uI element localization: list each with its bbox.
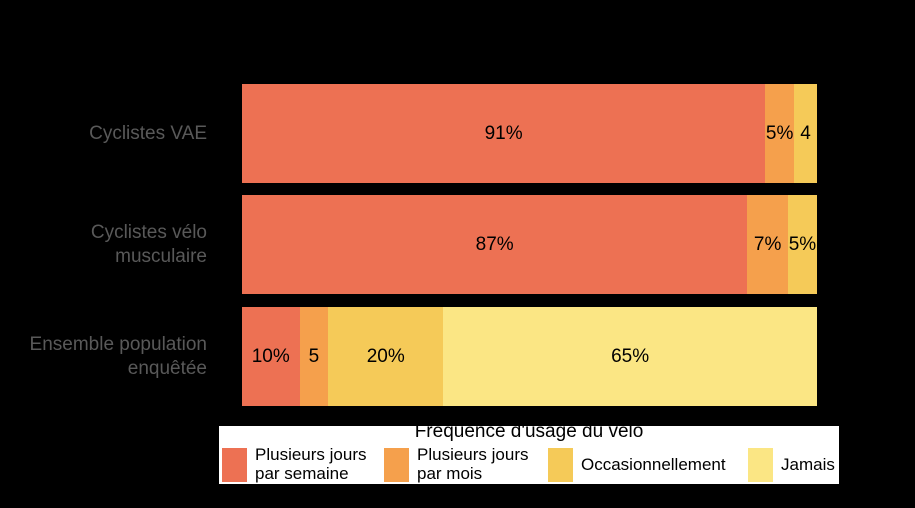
category-label-line: musculaire xyxy=(115,245,207,267)
legend-label: Jamais xyxy=(781,454,835,475)
legend-item: Occasionnellement xyxy=(548,448,726,482)
bar-segment: 20% xyxy=(328,307,444,406)
bar-segment-value: 5 xyxy=(308,345,320,367)
category-label: Cyclistes VAE xyxy=(0,84,207,183)
legend-items: Plusieurs jours par semaine Plusieurs jour… xyxy=(219,426,839,484)
bar-segment: 4 xyxy=(794,84,817,183)
bar-segment: 87% xyxy=(242,195,748,294)
legend-swatch xyxy=(222,448,247,482)
legend-label-line: Occasionnellement xyxy=(581,454,726,474)
legend-title: Fréquence d'usage du vélo xyxy=(414,426,644,442)
legend: Fréquence d'usage du vélo Plusieurs jour… xyxy=(219,426,839,484)
legend-swatch xyxy=(384,448,409,482)
legend-item: Jamais xyxy=(748,448,835,482)
stacked-bar: 10% 5 20% 65% xyxy=(242,307,817,406)
legend-swatch xyxy=(548,448,573,482)
category-label: Ensemble population enquêtée xyxy=(0,307,207,406)
bar-segment-value: 4 xyxy=(800,122,811,144)
bar-segment-value: 5% xyxy=(788,233,817,255)
bar-segment-value: 20% xyxy=(366,345,405,367)
bar-segment: 5% xyxy=(765,84,794,183)
legend-label: Plusieurs jours par semaine xyxy=(255,446,367,483)
legend-label-line: Jamais xyxy=(781,454,835,474)
legend-label-line: Plusieurs jours xyxy=(417,445,529,465)
bar-segment: 91% xyxy=(242,84,766,183)
legend-label: Occasionnellement xyxy=(581,454,726,475)
category-label-line: Cyclistes VAE xyxy=(89,122,207,144)
bar-row: Ensemble population enquêtée 10% 5 20% 65% xyxy=(0,307,915,406)
legend-swatch xyxy=(748,448,773,482)
bar-segment-value: 91% xyxy=(484,122,523,144)
legend-label-line: par semaine xyxy=(255,464,349,483)
bar-segment: 65% xyxy=(443,307,817,406)
bar-segment: 5% xyxy=(787,195,817,294)
bar-segment: 7% xyxy=(747,195,788,294)
category-label-line: Ensemble population xyxy=(29,333,207,355)
bar-segment-value: 5% xyxy=(765,122,794,144)
bar-row: Cyclistes vélo musculaire 87% 7% 5% xyxy=(0,195,915,294)
bar-segment: 5 xyxy=(299,307,329,406)
bar-segment-value: 10% xyxy=(251,345,290,367)
category-label-line: Cyclistes vélo xyxy=(90,221,207,243)
bar-row: Cyclistes VAE 91% 5% 4 xyxy=(0,84,915,183)
category-label: Cyclistes vélo musculaire xyxy=(0,195,207,294)
category-label-line: enquêtée xyxy=(127,357,207,379)
legend-item: Plusieurs jours par semaine xyxy=(222,446,367,483)
bar-segment-value: 7% xyxy=(753,233,782,255)
bar-segment-value: 65% xyxy=(611,345,650,367)
legend-label-line: Plusieurs jours xyxy=(255,445,367,465)
legend-label: Plusieurs jours par mois xyxy=(417,446,529,483)
stacked-bar: 91% 5% 4 xyxy=(242,84,817,183)
bar-segment-value: 87% xyxy=(475,233,514,255)
legend-item: Plusieurs jours par mois xyxy=(384,446,529,483)
bar-segment: 10% xyxy=(242,307,300,406)
stacked-bar: 87% 7% 5% xyxy=(242,195,817,294)
legend-label-line: par mois xyxy=(417,464,483,483)
